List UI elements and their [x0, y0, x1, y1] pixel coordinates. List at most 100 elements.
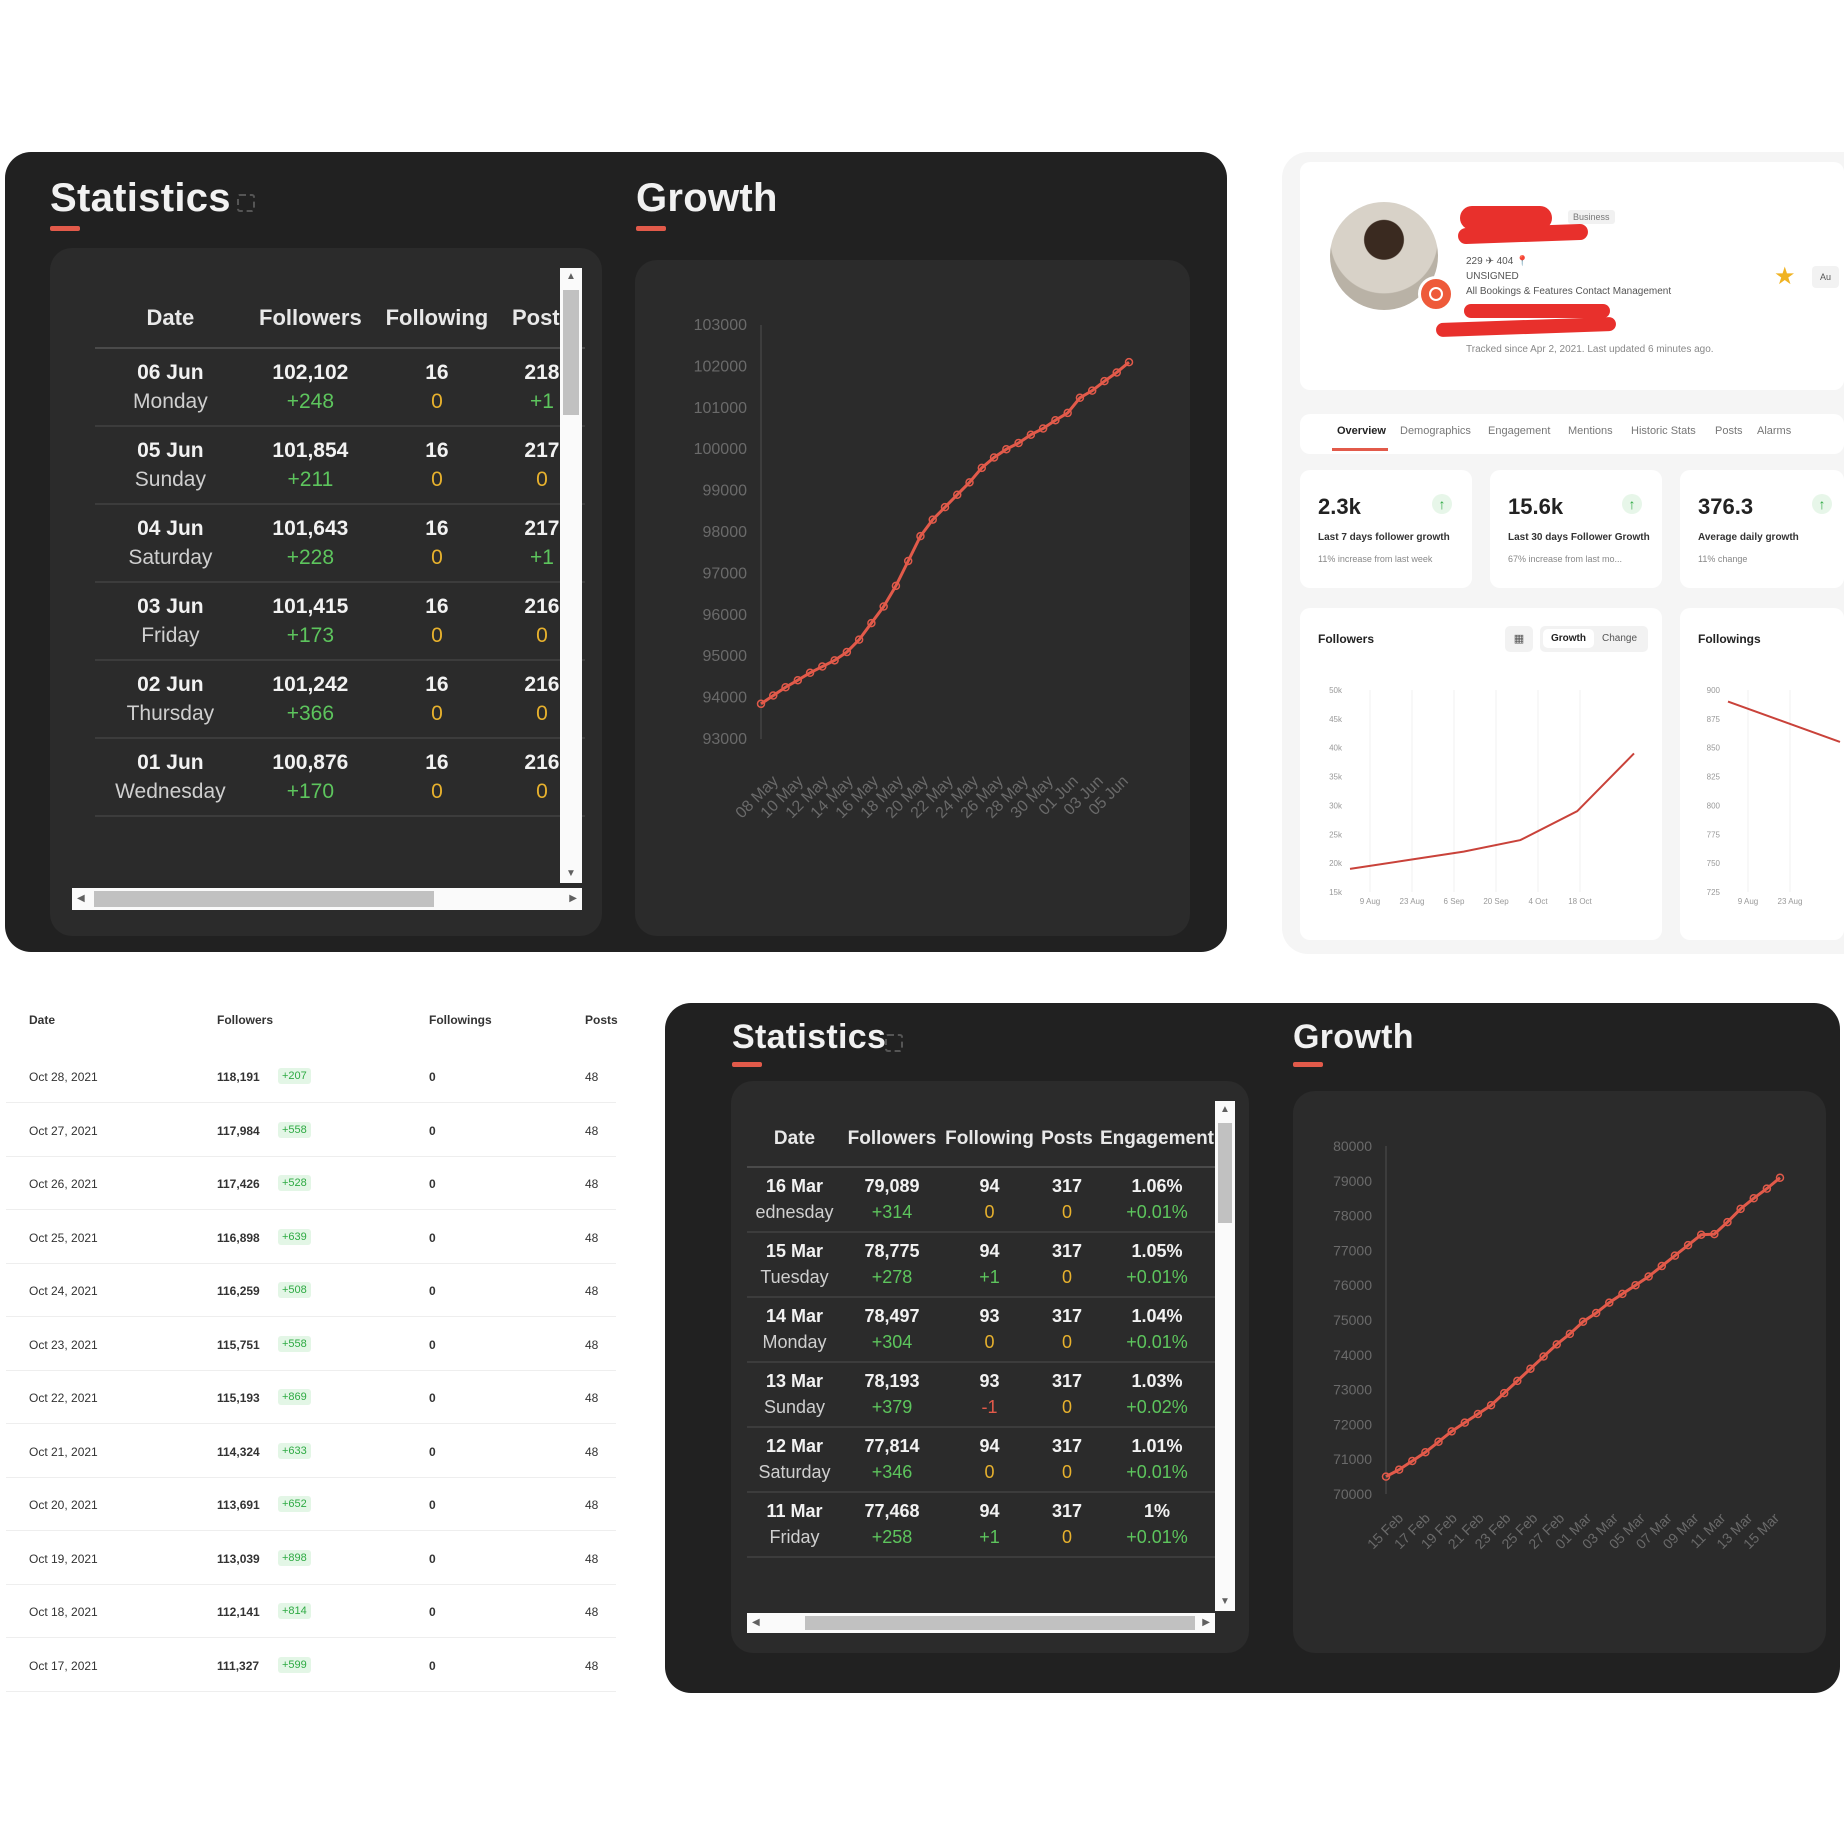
- expand-icon[interactable]: [237, 194, 255, 212]
- tab-overview[interactable]: Overview: [1337, 425, 1386, 437]
- tab-posts[interactable]: Posts: [1715, 425, 1743, 437]
- statistics-panel-2: Statistics Growth Date Followers Followi…: [665, 1003, 1840, 1693]
- y-tick-label: 73000: [1333, 1382, 1372, 1398]
- followers-chart-card: Followers ▦ Growth Change 50k 45k 40k 35k 30…: [1300, 608, 1662, 940]
- x-tick-label: 18 Oct: [1568, 897, 1592, 906]
- cell-change: +207: [278, 1068, 311, 1084]
- tab-historic-stats[interactable]: Historic Stats: [1631, 425, 1696, 437]
- cell-change: +558: [278, 1335, 311, 1352]
- kpi-value: 376.3: [1698, 494, 1754, 519]
- table-row[interactable]: Oct 23, 2021 115,751 +558 0 48: [6, 1318, 616, 1371]
- cell-date: 01 Jun Wednesday: [95, 738, 246, 817]
- cell-followers: 102,102 +248: [245, 348, 375, 427]
- table-row[interactable]: 16 Mar ednesday 79,089 +314 94 0 317 0 1.06% +0.0…: [747, 1167, 1217, 1233]
- cell-followers: 114,324: [217, 1444, 260, 1459]
- growth-chart-card: 103000 102000 101000 100000 99000 98000 97000 9…: [635, 260, 1190, 936]
- data-point: [1683, 1240, 1693, 1250]
- expand-icon[interactable]: [885, 1034, 903, 1052]
- cell-following: 16 0: [374, 426, 499, 505]
- x-tick-label: 23 Aug: [1400, 897, 1425, 906]
- y-tick-label: 50k: [1329, 686, 1343, 695]
- data-point: [1775, 1173, 1785, 1182]
- followers-value: 101,643: [272, 516, 349, 540]
- series-line: [760, 361, 1130, 706]
- cell-date: 11 Mar Friday: [747, 1492, 842, 1558]
- following-change: 0: [984, 1201, 995, 1222]
- table-row[interactable]: Oct 25, 2021 116,898 +639 0 48: [6, 1211, 616, 1264]
- date-value: 14 Mar: [765, 1306, 824, 1327]
- table-row[interactable]: 13 Mar Sunday 78,193 +379 93 -1 317 0 1.03% +0.02…: [747, 1362, 1217, 1428]
- horizontal-scrollbar[interactable]: ◀ ▶: [72, 888, 582, 910]
- table-row[interactable]: 02 Jun Thursday 101,242 +366 16 0 216 0: [95, 660, 585, 739]
- table-row[interactable]: Oct 19, 2021 113,039 +898 0 48: [6, 1532, 616, 1585]
- statistics-table-card: Date Followers Following Posts Engagemen…: [731, 1081, 1249, 1653]
- vertical-scrollbar[interactable]: ▲ ▼: [560, 268, 582, 883]
- table-row[interactable]: 15 Mar Tuesday 78,775 +278 94 +1 317 0 1.05% +0.0…: [747, 1232, 1217, 1298]
- table-row[interactable]: 03 Jun Friday 101,415 +173 16 0 216 0: [95, 582, 585, 661]
- tab-alarms[interactable]: Alarms: [1757, 425, 1792, 437]
- data-point: [1408, 1456, 1417, 1466]
- table-row[interactable]: Oct 18, 2021 112,141 +814 0 48: [6, 1585, 616, 1638]
- y-tick-label: 71000: [1333, 1451, 1372, 1467]
- cell-posts: 317 0: [1037, 1492, 1097, 1558]
- table-row[interactable]: Oct 17, 2021 111,327 +599 0 48: [6, 1639, 616, 1692]
- table-row[interactable]: Oct 27, 2021 117,984 +558 0 48: [6, 1104, 616, 1157]
- table-row[interactable]: Oct 22, 2021 115,193 +869 0 48: [6, 1371, 616, 1424]
- data-point: [830, 656, 839, 665]
- tab-engagement[interactable]: Engagement: [1488, 425, 1551, 437]
- cell-followers: 115,193: [217, 1391, 260, 1405]
- cell-change: +508: [278, 1282, 311, 1298]
- cell-following: 93 -1: [942, 1362, 1037, 1428]
- followers-change: +314: [871, 1201, 913, 1222]
- table-row[interactable]: 05 Jun Sunday 101,854 +211 16 0 217 0: [95, 426, 585, 505]
- followers-change: +228: [286, 546, 335, 569]
- cell-date: Oct 17, 2021: [29, 1658, 98, 1673]
- star-icon[interactable]: ★: [1774, 263, 1796, 290]
- table-row[interactable]: Oct 26, 2021 117,426 +528 0 48: [6, 1157, 616, 1210]
- col-date: Date: [95, 288, 246, 349]
- followers-change: +278: [871, 1266, 913, 1287]
- followings-chart-card: Followings 900 875 850 825 800 775 750 725 9 Aug…: [1680, 608, 1844, 940]
- table-row[interactable]: 14 Mar Monday 78,497 +304 93 0 317 0 1.04% +0.01%: [747, 1297, 1217, 1363]
- table-row[interactable]: 01 Jun Wednesday 100,876 +170 16 0 216 0: [95, 738, 585, 817]
- cell-following: 16 0: [374, 504, 499, 583]
- x-tick-label: 9 Aug: [1738, 897, 1758, 906]
- vertical-scrollbar[interactable]: ▲ ▼: [1215, 1101, 1235, 1611]
- cell-date: 02 Jun Thursday: [95, 660, 246, 739]
- cell-change: +528: [278, 1175, 311, 1191]
- table-row[interactable]: Oct 28, 2021 118,191 +207 0 48: [6, 1050, 616, 1103]
- cell-date: Oct 22, 2021: [29, 1391, 98, 1405]
- growth-toggle-button[interactable]: Growth: [1543, 629, 1594, 648]
- table-row[interactable]: 12 Mar Saturday 77,814 +346 94 0 317 0 1.01% +0.0…: [747, 1427, 1217, 1493]
- engagement-value: 1.04%: [1131, 1306, 1183, 1327]
- horizontal-scrollbar[interactable]: ◀ ▶: [747, 1613, 1215, 1633]
- cell-followers: 116,259: [217, 1284, 260, 1298]
- data-point: [1565, 1329, 1575, 1339]
- table-row[interactable]: 04 Jun Saturday 101,643 +228 16 0 217 +1: [95, 504, 585, 583]
- table-row[interactable]: Oct 21, 2021 114,324 +633 0 48: [6, 1425, 616, 1478]
- date-change: Monday: [762, 1331, 827, 1352]
- cell-followings: 0: [429, 1444, 436, 1459]
- cell-posts: 48: [585, 1391, 599, 1405]
- table-row[interactable]: Oct 20, 2021 113,691 +652 0 48: [6, 1478, 616, 1531]
- cell-change: +639: [278, 1228, 311, 1245]
- cell-engagement: 1.06% +0.01%: [1097, 1167, 1217, 1233]
- posts-value: 317: [1051, 1436, 1083, 1457]
- cell-following: 16 0: [374, 348, 499, 427]
- action-button[interactable]: Au: [1812, 266, 1840, 288]
- x-tick-label: 20 Sep: [1483, 897, 1509, 906]
- data-point: [977, 463, 987, 473]
- posts-value: 217: [524, 438, 560, 462]
- calendar-icon[interactable]: ▦: [1505, 626, 1533, 652]
- tab-demographics[interactable]: Demographics: [1400, 425, 1471, 437]
- change-toggle-button[interactable]: Change: [1602, 633, 1638, 644]
- tab-mentions[interactable]: Mentions: [1568, 425, 1613, 437]
- date-change: Saturday: [128, 546, 213, 569]
- table-row[interactable]: Oct 24, 2021 116,259 +508 0 48: [6, 1264, 616, 1317]
- posts-change: 0: [536, 468, 548, 491]
- following-value: 16: [425, 360, 449, 384]
- following-change: +1: [979, 1526, 1000, 1547]
- x-tick-label: 9 Aug: [1360, 897, 1380, 906]
- table-row[interactable]: 11 Mar Friday 77,468 +258 94 +1 317 0 1% +0.01%: [747, 1492, 1217, 1558]
- table-row[interactable]: 06 Jun Monday 102,102 +248 16 0 218 +1: [95, 348, 585, 427]
